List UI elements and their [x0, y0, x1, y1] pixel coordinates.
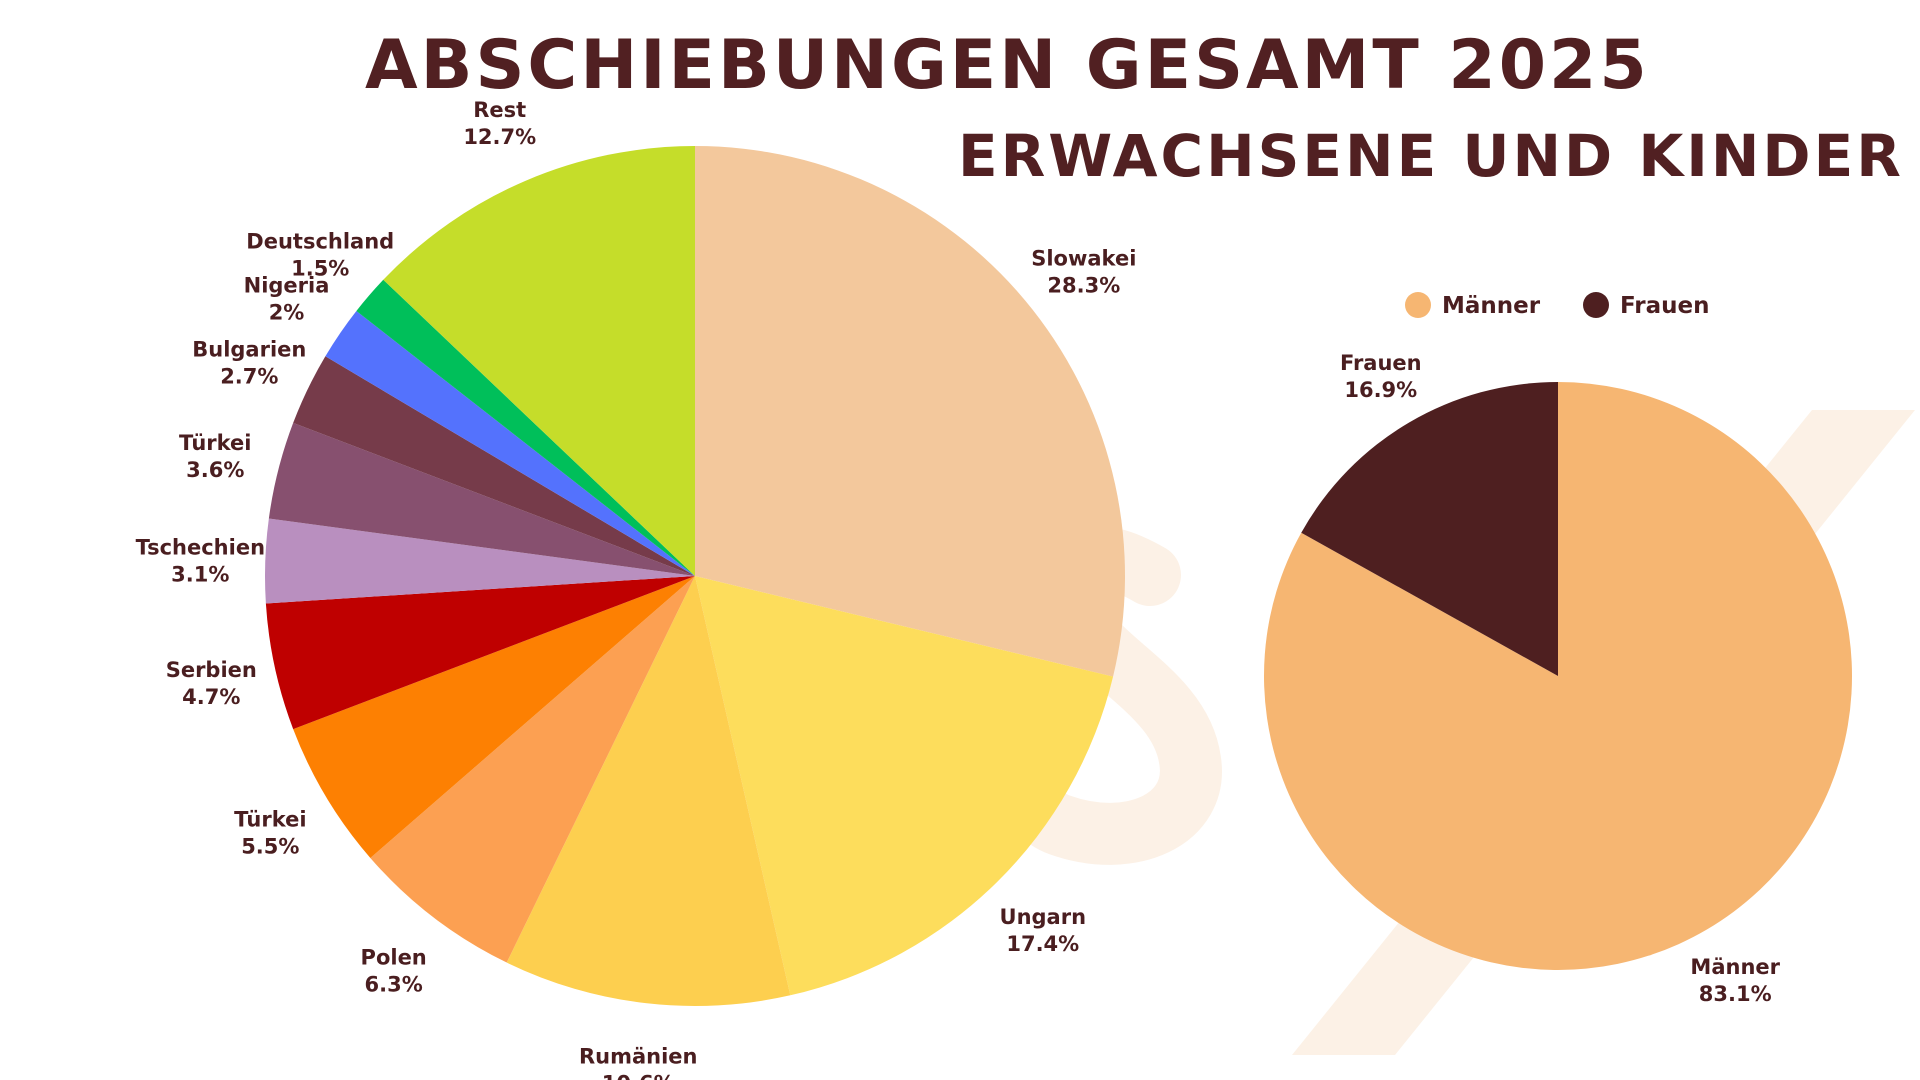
- gender-label-frauen-1: Frauen 16.9%: [1340, 351, 1422, 402]
- chart-title: ABSCHIEBUNGEN GESAMT 2025: [365, 26, 1650, 105]
- countries-pie-chart: [265, 146, 1126, 1006]
- gender-label-maenner-0: Männer 83.1%: [1690, 955, 1780, 1006]
- countries-label-tschechien-6: Tschechien 3.1%: [136, 536, 265, 587]
- countries-label-tuerkei-4: Türkei 5.5%: [234, 807, 306, 858]
- legend-label-frauen: Frauen: [1620, 293, 1709, 319]
- gender-pie-labels: Männer 83.1% Frauen 16.9%: [1340, 351, 1781, 1006]
- legend-marker-maenner: [1405, 292, 1431, 318]
- countries-slice-rumaenien-2: [506, 576, 791, 1006]
- countries-slice-serbien-5: [265, 576, 695, 730]
- countries-label-nigeria-9: Nigeria 2%: [244, 273, 330, 324]
- countries-slice-bulgarien-8: [293, 356, 695, 576]
- countries-slice-tschechien-6: [265, 518, 695, 604]
- countries-label-serbien-5: Serbien 4.7%: [166, 658, 257, 709]
- legend-label-maenner: Männer: [1442, 293, 1541, 319]
- countries-slice-tuerkei-4: [293, 576, 695, 858]
- countries-slice-tuerkei-7: [268, 422, 695, 576]
- countries-slice-slowakei-0: [695, 146, 1126, 677]
- countries-label-bulgarien-8: Bulgarien 2.7%: [192, 338, 306, 389]
- countries-slice-ungarn-1: [695, 576, 1114, 996]
- countries-label-ungarn-1: Ungarn 17.4%: [1000, 905, 1087, 956]
- gender-pie-chart: [1264, 382, 1852, 971]
- countries-slice-rest-11: [383, 146, 695, 576]
- countries-slice-deutschland-10: [356, 279, 695, 576]
- legend-marker-frauen: [1583, 292, 1609, 318]
- countries-slice-polen-3: [370, 576, 695, 963]
- countries-label-deutschland-10: Deutschland 1.5%: [246, 230, 394, 281]
- countries-label-slowakei-0: Slowakei 28.3%: [1031, 247, 1136, 298]
- countries-label-polen-3: Polen 6.3%: [361, 946, 427, 997]
- chart-subtitle: ERWACHSENE UND KINDER: [958, 122, 1904, 190]
- gender-legend: Männer Frauen: [1405, 292, 1709, 319]
- gender-slice-frauen-1: [1301, 382, 1558, 676]
- countries-label-tuerkei-7: Türkei 3.6%: [179, 431, 251, 482]
- countries-label-rest-11: Rest 12.7%: [463, 98, 536, 149]
- countries-label-rumaenien-2: Rumänien10.6%: [579, 1045, 698, 1080]
- countries-slice-nigeria-9: [325, 310, 695, 576]
